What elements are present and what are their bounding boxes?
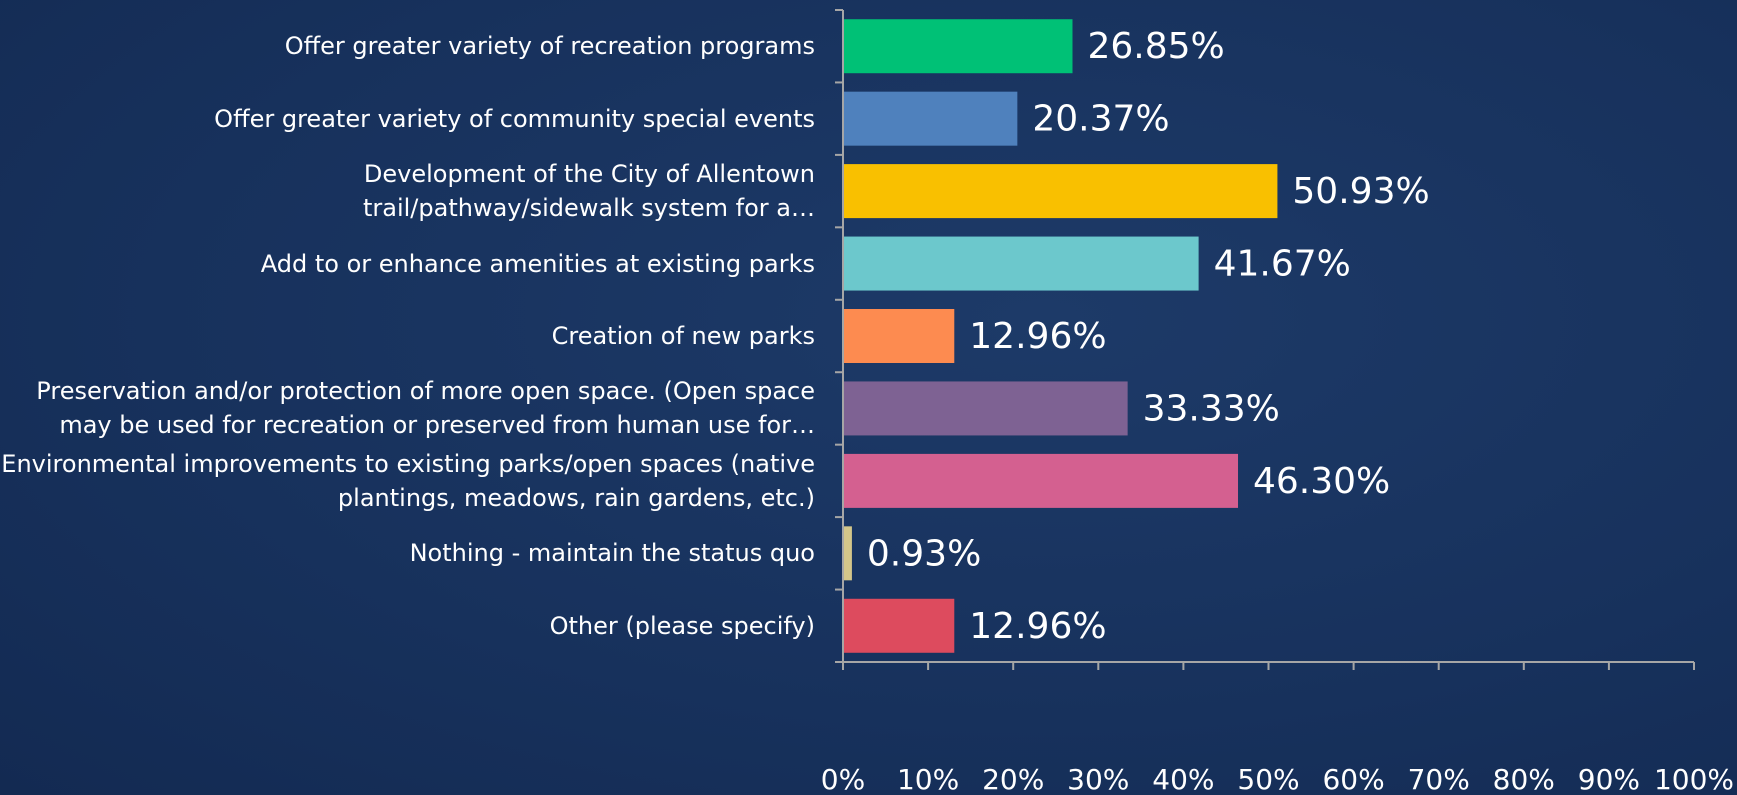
bar xyxy=(844,19,1073,74)
value-label: 0.93% xyxy=(867,533,981,574)
x-tick-label: 40% xyxy=(1152,763,1214,795)
x-tick-label: 80% xyxy=(1493,763,1555,795)
x-tick-label: 20% xyxy=(982,763,1044,795)
value-label: 50.93% xyxy=(1292,171,1429,212)
category-label: Environmental improvements to existing p… xyxy=(1,449,815,512)
x-tick-label: 10% xyxy=(897,763,959,795)
x-tick-label: 100% xyxy=(1654,763,1734,795)
value-label: 20.37% xyxy=(1032,99,1169,140)
value-label: 12.96% xyxy=(969,606,1106,647)
category-label: Preservation and/or protection of more o… xyxy=(36,377,815,440)
bar xyxy=(844,598,955,653)
x-tick-label: 30% xyxy=(1067,763,1129,795)
bar xyxy=(844,526,852,581)
bar xyxy=(844,453,1239,508)
category-label: Offer greater variety of recreation prog… xyxy=(284,32,815,61)
x-tick-label: 60% xyxy=(1322,763,1384,795)
bar xyxy=(844,309,955,363)
x-tick-label: 50% xyxy=(1237,763,1299,795)
bar xyxy=(844,91,1018,146)
category-label: Other (please specify) xyxy=(549,611,815,640)
value-label: 46.30% xyxy=(1253,461,1390,502)
value-label: 12.96% xyxy=(969,316,1106,357)
category-label: Creation of new parks xyxy=(551,322,815,350)
bar xyxy=(844,381,1128,436)
x-tick-label: 70% xyxy=(1408,763,1470,795)
category-label: Development of the City of Allentown tra… xyxy=(362,160,815,223)
category-label: Nothing - maintain the status quo xyxy=(409,539,815,568)
x-tick-label: 0% xyxy=(821,763,865,795)
value-label: 33.33% xyxy=(1143,388,1280,429)
value-label: 26.85% xyxy=(1087,26,1224,67)
x-tick-label: 90% xyxy=(1578,763,1640,795)
category-label: Add to or enhance amenities at existing … xyxy=(260,249,815,278)
category-label: Offer greater variety of community speci… xyxy=(214,104,815,133)
bar xyxy=(844,164,1278,219)
bar xyxy=(844,236,1199,291)
value-label: 41.67% xyxy=(1214,244,1351,285)
